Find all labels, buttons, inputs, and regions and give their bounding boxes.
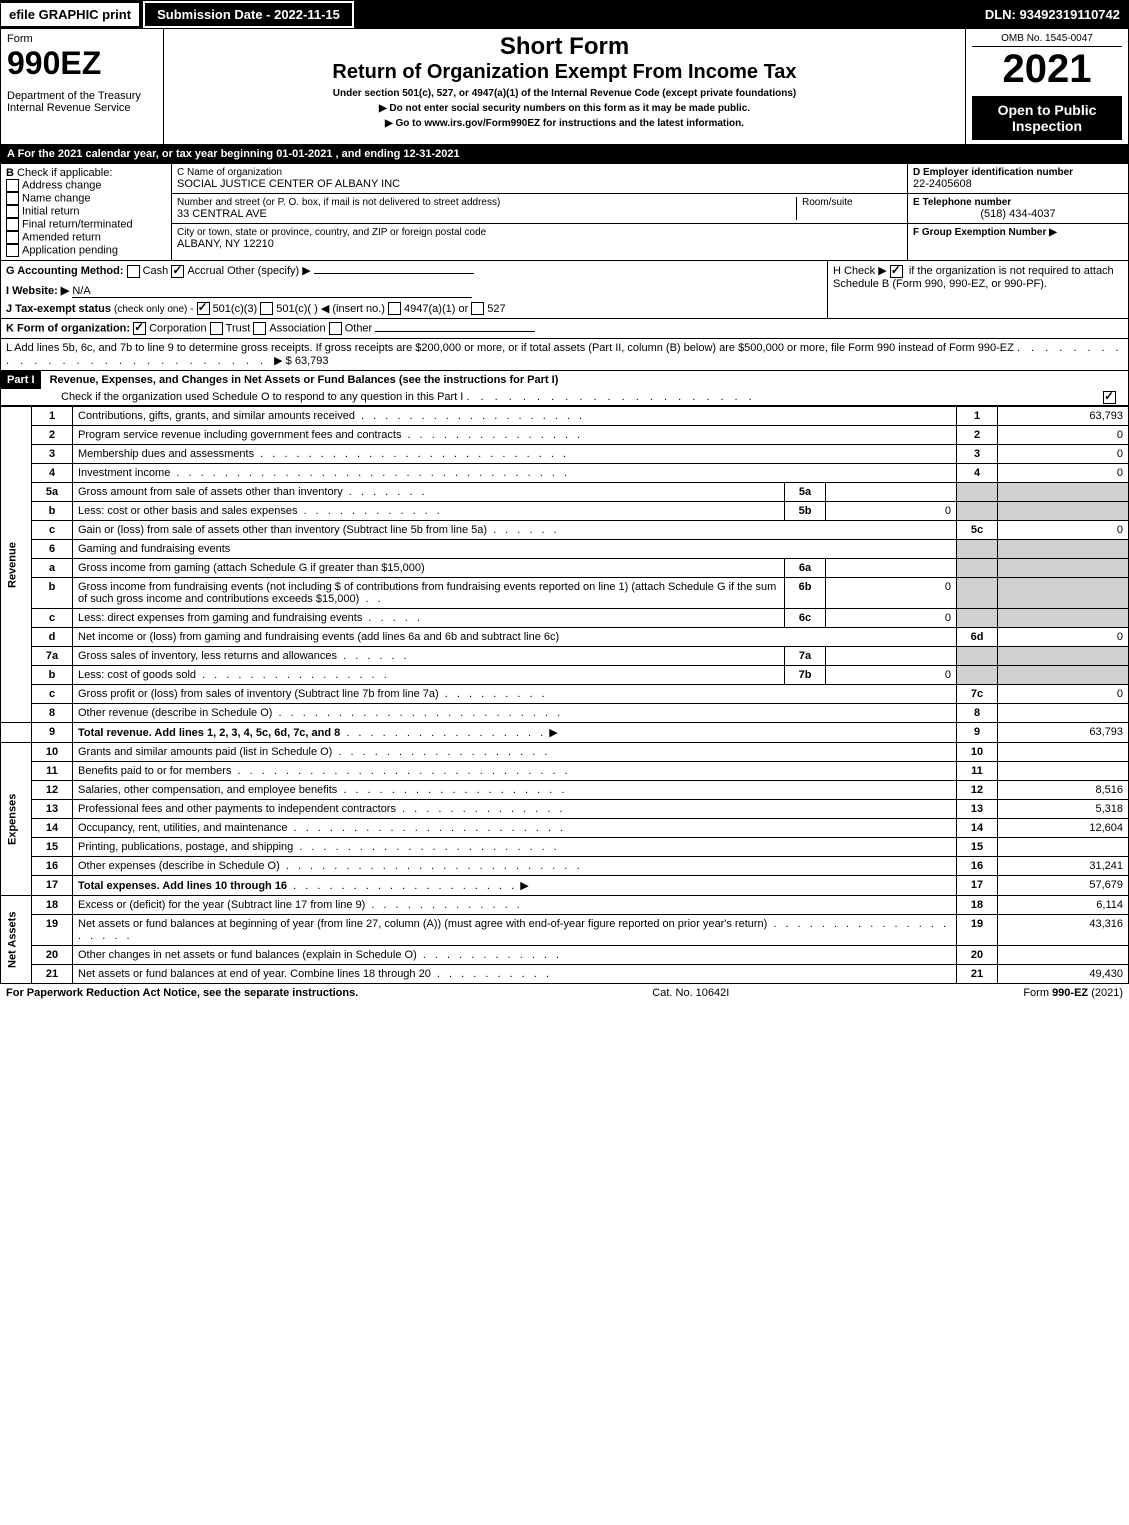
a-calendar-year: A For the 2021 calendar year, or tax yea… (0, 145, 1129, 164)
form-number: 990EZ (7, 45, 157, 82)
checkbox-final-return[interactable] (6, 218, 19, 231)
checkbox-501c3[interactable] (197, 302, 210, 315)
checkbox-initial-return[interactable] (6, 205, 19, 218)
line-8-value (998, 704, 1129, 723)
org-street: 33 CENTRAL AVE (177, 208, 796, 220)
tax-year: 2021 (972, 47, 1122, 92)
revenue-sidelabel: Revenue (1, 407, 32, 723)
goto-link[interactable]: ▶ Go to www.irs.gov/Form990EZ for instru… (170, 118, 959, 129)
line-5c-value: 0 (998, 521, 1129, 540)
d-ein-label: D Employer identification number (913, 167, 1123, 178)
footer-left: For Paperwork Reduction Act Notice, see … (6, 987, 358, 999)
line-6c-value: 0 (826, 609, 957, 628)
i-website-label: I Website: ▶ (6, 285, 69, 297)
checkbox-501c[interactable] (260, 302, 273, 315)
line-9-value: 63,793 (998, 723, 1129, 743)
return-of-title: Return of Organization Exempt From Incom… (170, 61, 959, 84)
e-phone-label: E Telephone number (913, 197, 1123, 208)
line-10-value (998, 743, 1129, 762)
checkbox-address-change[interactable] (6, 179, 19, 192)
line-18-value: 6,114 (998, 896, 1129, 915)
irs: Internal Revenue Service (7, 102, 157, 114)
line-4-value: 0 (998, 464, 1129, 483)
line-5a-value (826, 483, 957, 502)
checkbox-amended-return[interactable] (6, 231, 19, 244)
net-assets-sidelabel: Net Assets (1, 896, 32, 984)
line-19-value: 43,316 (998, 915, 1129, 946)
j-label: J Tax-exempt status (6, 303, 111, 315)
line-1-value: 63,793 (998, 407, 1129, 426)
checkbox-name-change[interactable] (6, 192, 19, 205)
l-text: L Add lines 5b, 6c, and 7b to line 9 to … (6, 342, 1014, 354)
phone-value: (518) 434-4037 (913, 208, 1123, 220)
g-label: G Accounting Method: (6, 265, 124, 277)
k-label: K Form of organization: (6, 323, 130, 335)
line-2-value: 0 (998, 426, 1129, 445)
page-footer: For Paperwork Reduction Act Notice, see … (0, 984, 1129, 1002)
under-section: Under section 501(c), 527, or 4947(a)(1)… (170, 88, 959, 99)
checkbox-trust[interactable] (210, 322, 223, 335)
open-to-public: Open to Public Inspection (972, 96, 1122, 140)
line-6a-value (826, 559, 957, 578)
line-11-value (998, 762, 1129, 781)
footer-cat-no: Cat. No. 10642I (652, 987, 729, 999)
line-3-value: 0 (998, 445, 1129, 464)
form-word: Form (7, 33, 157, 45)
line-5b-value: 0 (826, 502, 957, 521)
line-13-value: 5,318 (998, 800, 1129, 819)
line-17-value: 57,679 (998, 876, 1129, 896)
c-city-label: City or town, state or province, country… (177, 227, 902, 238)
c-name-label: C Name of organization (177, 167, 902, 178)
room-suite-label: Room/suite (802, 197, 902, 208)
part-1-label: Part I (1, 371, 41, 389)
line-7c-value: 0 (998, 685, 1129, 704)
checkbox-application-pending[interactable] (6, 244, 19, 257)
ein-value: 22-2405608 (913, 178, 1123, 190)
efile-print[interactable]: efile GRAPHIC print (1, 3, 139, 26)
line-15-value (998, 838, 1129, 857)
checkbox-corporation[interactable] (133, 322, 146, 335)
form-header: Form 990EZ Department of the Treasury In… (0, 29, 1129, 145)
short-form-title: Short Form (170, 33, 959, 61)
website-value: N/A (72, 285, 90, 297)
expenses-sidelabel: Expenses (1, 743, 32, 896)
checkbox-accrual[interactable] (171, 265, 184, 278)
part-1-title: Revenue, Expenses, and Changes in Net As… (44, 374, 559, 386)
line-16-value: 31,241 (998, 857, 1129, 876)
top-bar: efile GRAPHIC print Submission Date - 20… (0, 0, 1129, 29)
line-7a-value (826, 647, 957, 666)
line-12-value: 8,516 (998, 781, 1129, 800)
line-6b-value: 0 (826, 578, 957, 609)
checkbox-527[interactable] (471, 302, 484, 315)
checkbox-other-org[interactable] (329, 322, 342, 335)
checkbox-4947[interactable] (388, 302, 401, 315)
dln: DLN: 93492319110742 (977, 3, 1128, 26)
submission-date: Submission Date - 2022-11-15 (143, 1, 354, 28)
section-b-to-f: B Check if applicable: Address change Na… (0, 164, 1129, 261)
omb-no: OMB No. 1545-0047 (972, 33, 1122, 47)
checkbox-h[interactable] (890, 265, 903, 278)
f-group-exempt: F Group Exemption Number ▶ (913, 227, 1123, 238)
b-check-if: Check if applicable: (17, 167, 112, 179)
c-street-label: Number and street (or P. O. box, if mail… (177, 197, 796, 208)
footer-form-id: Form 990-EZ (2021) (1023, 987, 1123, 999)
org-city: ALBANY, NY 12210 (177, 238, 902, 250)
line-21-value: 49,430 (998, 965, 1129, 984)
checkbox-cash[interactable] (127, 265, 140, 278)
dept-treasury: Department of the Treasury (7, 90, 157, 102)
part-1-sub: Check if the organization used Schedule … (61, 391, 463, 403)
b-label: B (6, 167, 14, 179)
line-20-value (998, 946, 1129, 965)
h-check: H Check ▶ (833, 265, 887, 277)
lines-table: Revenue 1 Contributions, gifts, grants, … (0, 406, 1129, 984)
checkbox-schedule-o[interactable] (1103, 391, 1116, 404)
org-name: SOCIAL JUSTICE CENTER OF ALBANY INC (177, 178, 902, 190)
line-14-value: 12,604 (998, 819, 1129, 838)
l-value: ▶ $ 63,793 (274, 355, 328, 367)
checkbox-association[interactable] (253, 322, 266, 335)
line-6d-value: 0 (998, 628, 1129, 647)
do-not-ssn: ▶ Do not enter social security numbers o… (170, 103, 959, 114)
line-7b-value: 0 (826, 666, 957, 685)
